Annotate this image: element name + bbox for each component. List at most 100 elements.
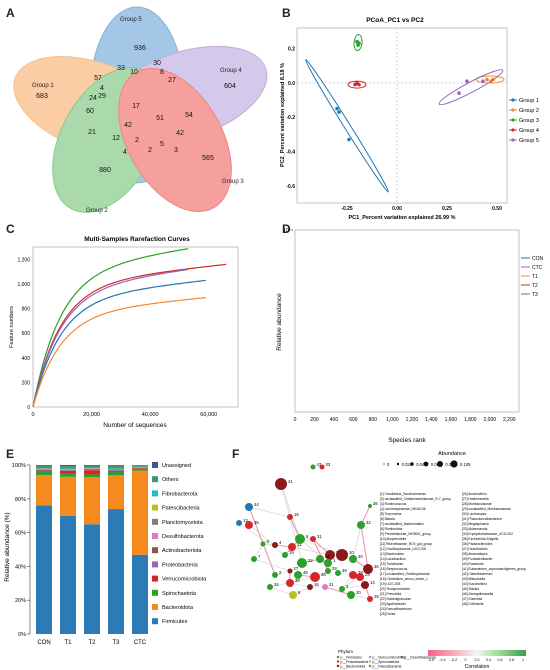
correlation-legend-title: Correlation bbox=[465, 664, 490, 670]
venn-ellipse-group-3 bbox=[118, 67, 232, 213]
rank-y-tick: 10⁻¹ bbox=[283, 228, 293, 234]
pcoa-y-tick: -0.2 bbox=[286, 115, 295, 121]
taxa-list-item: [21] Prevotella bbox=[380, 592, 401, 596]
abundance-legend-label: 0.042 bbox=[416, 462, 427, 467]
taxa-list-item: [3] Ruminococcus bbox=[380, 502, 407, 506]
pcoa-plot-area bbox=[296, 27, 508, 204]
bar-segment bbox=[108, 469, 124, 471]
rank-legend-label: T3 bbox=[532, 292, 538, 298]
network-node-label: 6 bbox=[306, 534, 309, 539]
network-node bbox=[245, 503, 253, 511]
taxa-list-item: [14] Lactobacillus bbox=[380, 557, 406, 561]
network-node bbox=[325, 550, 335, 560]
pcoa-x-tick: -0.25 bbox=[341, 206, 353, 212]
network-node-label: 32 bbox=[366, 520, 371, 525]
bar-legend-label: Desulfobacterota bbox=[162, 534, 205, 540]
pcoa-legend-label: Group 2 bbox=[519, 108, 539, 114]
bar-segment bbox=[36, 471, 52, 476]
network-node bbox=[287, 568, 293, 574]
taxa-list-item: [20] Terrisporobacter bbox=[380, 587, 411, 591]
pcoa-legend-marker bbox=[511, 128, 515, 132]
rank-legend-label: T2 bbox=[532, 283, 538, 289]
bar-legend-swatch bbox=[152, 618, 158, 625]
venn-count: 2 bbox=[148, 147, 152, 154]
taxa-list-item: [24] Faecalibacterium bbox=[380, 607, 412, 611]
phylum-legend-dot bbox=[336, 660, 340, 663]
bar-y-tick: 20% bbox=[15, 598, 26, 604]
correlation-tick: -0.6 bbox=[428, 658, 434, 662]
network-node bbox=[324, 559, 332, 567]
rank-x-tick: 200 bbox=[310, 417, 319, 423]
bar-segment bbox=[84, 474, 100, 477]
taxa-list-item: [44] Succinivibrio bbox=[462, 582, 487, 586]
pcoa-ylabel: PC2_Percent variation explained 8.18 % bbox=[280, 63, 286, 167]
pcoa-point bbox=[485, 77, 489, 82]
bar-legend-label: Fibrobacterota bbox=[162, 491, 198, 497]
bar-legend-swatch bbox=[152, 490, 158, 497]
venn-count: 57 bbox=[94, 75, 102, 82]
venn-count: 683 bbox=[36, 93, 48, 100]
correlation-tick: 0.8 bbox=[509, 658, 514, 662]
pcoa-ellipse bbox=[353, 34, 363, 52]
network-node-label: 47 bbox=[317, 462, 322, 467]
bar-segment bbox=[60, 470, 76, 471]
bar-segment bbox=[84, 469, 100, 471]
abundance-legend-label: 0.063 bbox=[431, 462, 442, 467]
taxa-list-item: [40] Roseburia bbox=[462, 562, 484, 566]
venn-count: 5 bbox=[160, 141, 164, 148]
bar-segment bbox=[36, 470, 52, 472]
bar-segment bbox=[36, 465, 52, 466]
taxa-list-item: [33] Akkermansia bbox=[462, 527, 487, 531]
network-node-label: 44 bbox=[254, 502, 259, 507]
taxa-list-item: [45] Slackia bbox=[462, 587, 479, 591]
network-node bbox=[272, 542, 278, 548]
pcoa-legend-marker bbox=[511, 118, 515, 122]
bar-y-tick: 0% bbox=[18, 632, 26, 638]
phylum-legend-label: p__Verrucomicrobiota bbox=[373, 655, 406, 659]
venn-count: 42 bbox=[124, 122, 132, 129]
panel-label-b: B bbox=[282, 6, 291, 20]
bar-segment bbox=[60, 466, 76, 469]
phylum-legend-label: p__Spirochaetota bbox=[373, 660, 400, 664]
bar-segment bbox=[36, 465, 52, 469]
rank-xlabel: Species rank bbox=[388, 437, 426, 444]
bar-legend-label: Planctomycetota bbox=[162, 520, 204, 526]
network-node bbox=[236, 520, 242, 526]
taxa-list-item: [9] Prevotellaceae_NK3B31_group bbox=[380, 532, 431, 536]
bar-category-label: CTC bbox=[134, 640, 147, 646]
network-node bbox=[367, 596, 373, 602]
rarefaction-x-tick: 20,000 bbox=[83, 412, 100, 418]
rarefaction-x-tick: 40,000 bbox=[142, 412, 159, 418]
taxa-list-item: [41] Eubacterium_coprostanoligenes_group bbox=[462, 567, 526, 571]
pcoa-x-tick: 0.00 bbox=[392, 206, 402, 212]
network-node bbox=[356, 573, 364, 581]
bar-segment bbox=[84, 470, 100, 475]
bar-segment bbox=[84, 465, 100, 466]
network-edge bbox=[238, 522, 286, 556]
bar-segment bbox=[108, 470, 124, 472]
network-node bbox=[357, 521, 365, 529]
abundance-legend-dot bbox=[396, 462, 400, 466]
taxa-list-item: [38] Anaerostipes bbox=[462, 552, 488, 556]
abundance-legend-dot bbox=[383, 463, 385, 465]
pcoa-legend-marker bbox=[511, 108, 515, 112]
bar-segment bbox=[132, 470, 148, 555]
network-node-label: 12 bbox=[297, 542, 302, 547]
network-node-label: 41 bbox=[288, 479, 293, 484]
bar-segment bbox=[36, 469, 52, 470]
rarefaction-x-tick: 0 bbox=[31, 412, 34, 418]
network-node bbox=[310, 464, 316, 470]
taxa-list-item: [10] Alloprevotella bbox=[380, 537, 406, 541]
bar-legend-label: Firmicutes bbox=[162, 619, 188, 625]
venn-count: 33 bbox=[117, 65, 125, 72]
taxa-list-item: [11] Rikenellaceae_RC9_gut_group bbox=[380, 542, 432, 546]
rank-legend-label: CON bbox=[532, 256, 544, 262]
pcoa-point bbox=[347, 137, 351, 142]
cooccurrence-network: 4733414413353615329412719631381040262812… bbox=[236, 451, 526, 670]
phylum-legend-dot bbox=[368, 655, 372, 659]
venn-count: 8 bbox=[160, 69, 164, 76]
network-edge bbox=[280, 483, 301, 540]
abundance-legend-dot bbox=[410, 462, 414, 466]
rank-x-tick: 1,000 bbox=[386, 417, 399, 423]
bar-legend-swatch bbox=[152, 476, 158, 483]
